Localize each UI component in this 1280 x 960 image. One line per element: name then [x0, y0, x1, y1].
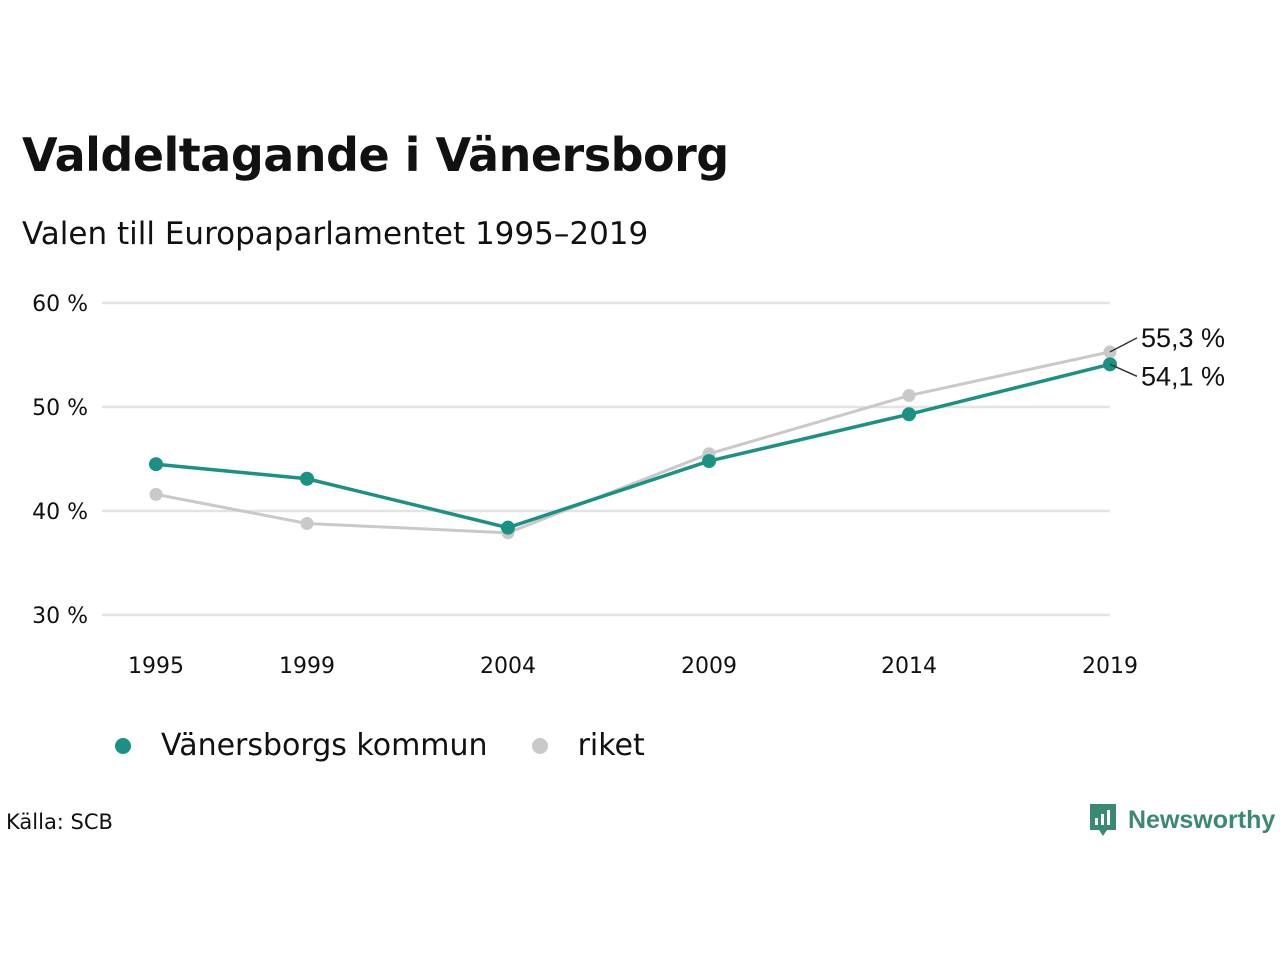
data-point-riket — [300, 516, 314, 530]
y-tick-label: 30 % — [32, 604, 88, 629]
data-point-vanersborg — [702, 454, 716, 469]
legend-item-vanersborg: Vänersborgs kommun — [115, 728, 488, 763]
grid-lines — [102, 301, 1110, 617]
brand-name: Newsworthy — [1128, 805, 1276, 834]
newsworthy-logo-icon — [1090, 804, 1116, 836]
legend-label: Vänersborgs kommun — [161, 728, 488, 763]
y-axis: 30 % 40 % 50 % 60 % — [32, 292, 88, 629]
legend-label: riket — [577, 728, 645, 763]
x-axis: 1995 1999 2004 2009 2014 2019 — [128, 654, 1138, 679]
x-tick-label: 2014 — [881, 654, 937, 679]
legend-item-riket: riket — [531, 728, 645, 763]
end-label-leader — [1109, 363, 1138, 378]
legend-marker — [115, 737, 131, 754]
x-tick-label: 2019 — [1082, 654, 1138, 679]
series-line-vanersborg — [155, 362, 1111, 530]
data-point-vanersborg — [902, 407, 916, 422]
source-note: Källa: SCB — [6, 810, 113, 834]
legend-marker — [531, 737, 548, 754]
data-point-riket — [902, 389, 916, 403]
x-tick-label: 2004 — [480, 654, 536, 679]
end-label-vanersborg: 54,1 % — [1141, 361, 1225, 391]
series-line-riket — [155, 350, 1111, 535]
chart-subtitle: Valen till Europaparlamentet 1995–2019 — [22, 216, 649, 252]
data-point-riket — [149, 487, 163, 501]
brand-logo: Newsworthy — [1088, 802, 1275, 838]
legend: Vänersborgs kommun riket — [115, 728, 689, 763]
y-tick-label: 50 % — [32, 396, 88, 421]
data-point-vanersborg — [501, 520, 515, 535]
data-point-vanersborg — [300, 471, 314, 486]
end-label-leader — [1109, 337, 1138, 353]
x-tick-label: 1999 — [279, 654, 335, 679]
x-tick-label: 2009 — [681, 654, 737, 679]
data-point-vanersborg — [149, 457, 163, 472]
end-labels: 55,3 % 54,1 % — [1109, 323, 1225, 391]
chart-title: Valdeltagande i Vänersborg — [22, 128, 729, 182]
line-chart: 30 % 40 % 50 % 60 % 1995 1999 2004 2009 2014 201… — [32, 292, 1225, 679]
end-label-riket: 55,3 % — [1141, 323, 1225, 353]
x-tick-label: 1995 — [128, 654, 184, 679]
y-tick-label: 60 % — [32, 292, 88, 317]
y-tick-label: 40 % — [32, 500, 88, 525]
